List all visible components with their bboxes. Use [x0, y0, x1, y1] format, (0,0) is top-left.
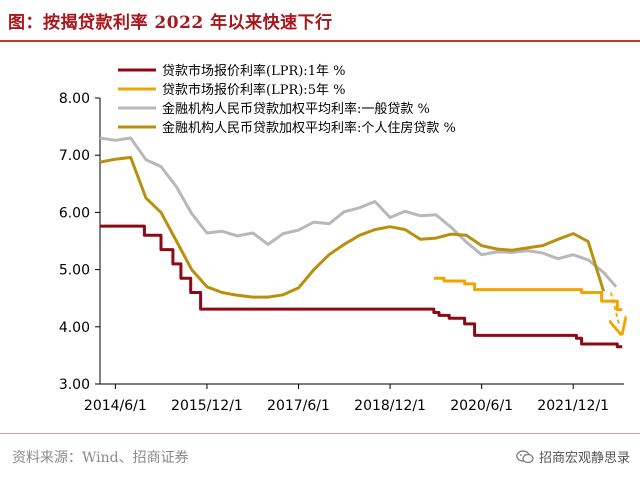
- x-tick-label: 2021/12/1: [537, 398, 609, 414]
- x-tick-label: 2020/6/1: [450, 398, 513, 414]
- legend-label: 金融机构人民币贷款加权平均利率:一般贷款 %: [162, 101, 430, 117]
- brand-name: 招商宏观静思录: [538, 451, 630, 466]
- decline-arrow: [611, 292, 620, 326]
- chart-title: 图：按揭贷款利率 2022 年以来快速下行: [8, 13, 333, 33]
- y-tick-label: 5.00: [59, 263, 90, 279]
- chart-series: [99, 136, 623, 349]
- source-note: 资料来源：Wind、招商证券: [12, 450, 189, 466]
- title-divider: [0, 40, 640, 42]
- y-tick-label: 4.00: [59, 320, 90, 336]
- x-tick-label: 2014/6/1: [84, 398, 147, 414]
- chart-axes: 3.00 4.00 5.00 6.00 7.00 8.00 2014/6/1 2015/12/…: [59, 91, 624, 414]
- x-tick-label: 2017/6/1: [267, 398, 330, 414]
- wechat-icon: [516, 449, 534, 463]
- legend-label: 金融机构人民币贷款加权平均利率:个人住房贷款 %: [162, 120, 456, 136]
- series-line-4: [99, 156, 606, 299]
- y-tick-label: 8.00: [59, 91, 90, 107]
- x-tick-label: 2018/12/1: [354, 398, 426, 414]
- line-chart: 3.00 4.00 5.00 6.00 7.00 8.00 2014/6/1 2015/12/…: [59, 63, 640, 414]
- chart-annotations: [611, 292, 620, 326]
- y-tick-label: 7.00: [59, 148, 90, 164]
- legend-label: 贷款市场报价利率(LPR):1年 %: [162, 63, 345, 79]
- chart-legend: 贷款市场报价利率(LPR):1年 % 贷款市场报价利率(LPR):5年 % 金融机构…: [118, 63, 456, 136]
- legend-label: 贷款市场报价利率(LPR):5年 %: [162, 82, 345, 98]
- y-tick-label: 6.00: [59, 205, 90, 221]
- series-line-1: [100, 224, 623, 349]
- footer-divider: [0, 433, 640, 434]
- series-line-2: [433, 276, 623, 312]
- series-line-3: [99, 136, 618, 288]
- brand-watermark: 招商宏观静思录: [516, 447, 630, 466]
- y-tick-label: 3.00: [59, 377, 90, 393]
- x-tick-label: 2015/12/1: [171, 398, 243, 414]
